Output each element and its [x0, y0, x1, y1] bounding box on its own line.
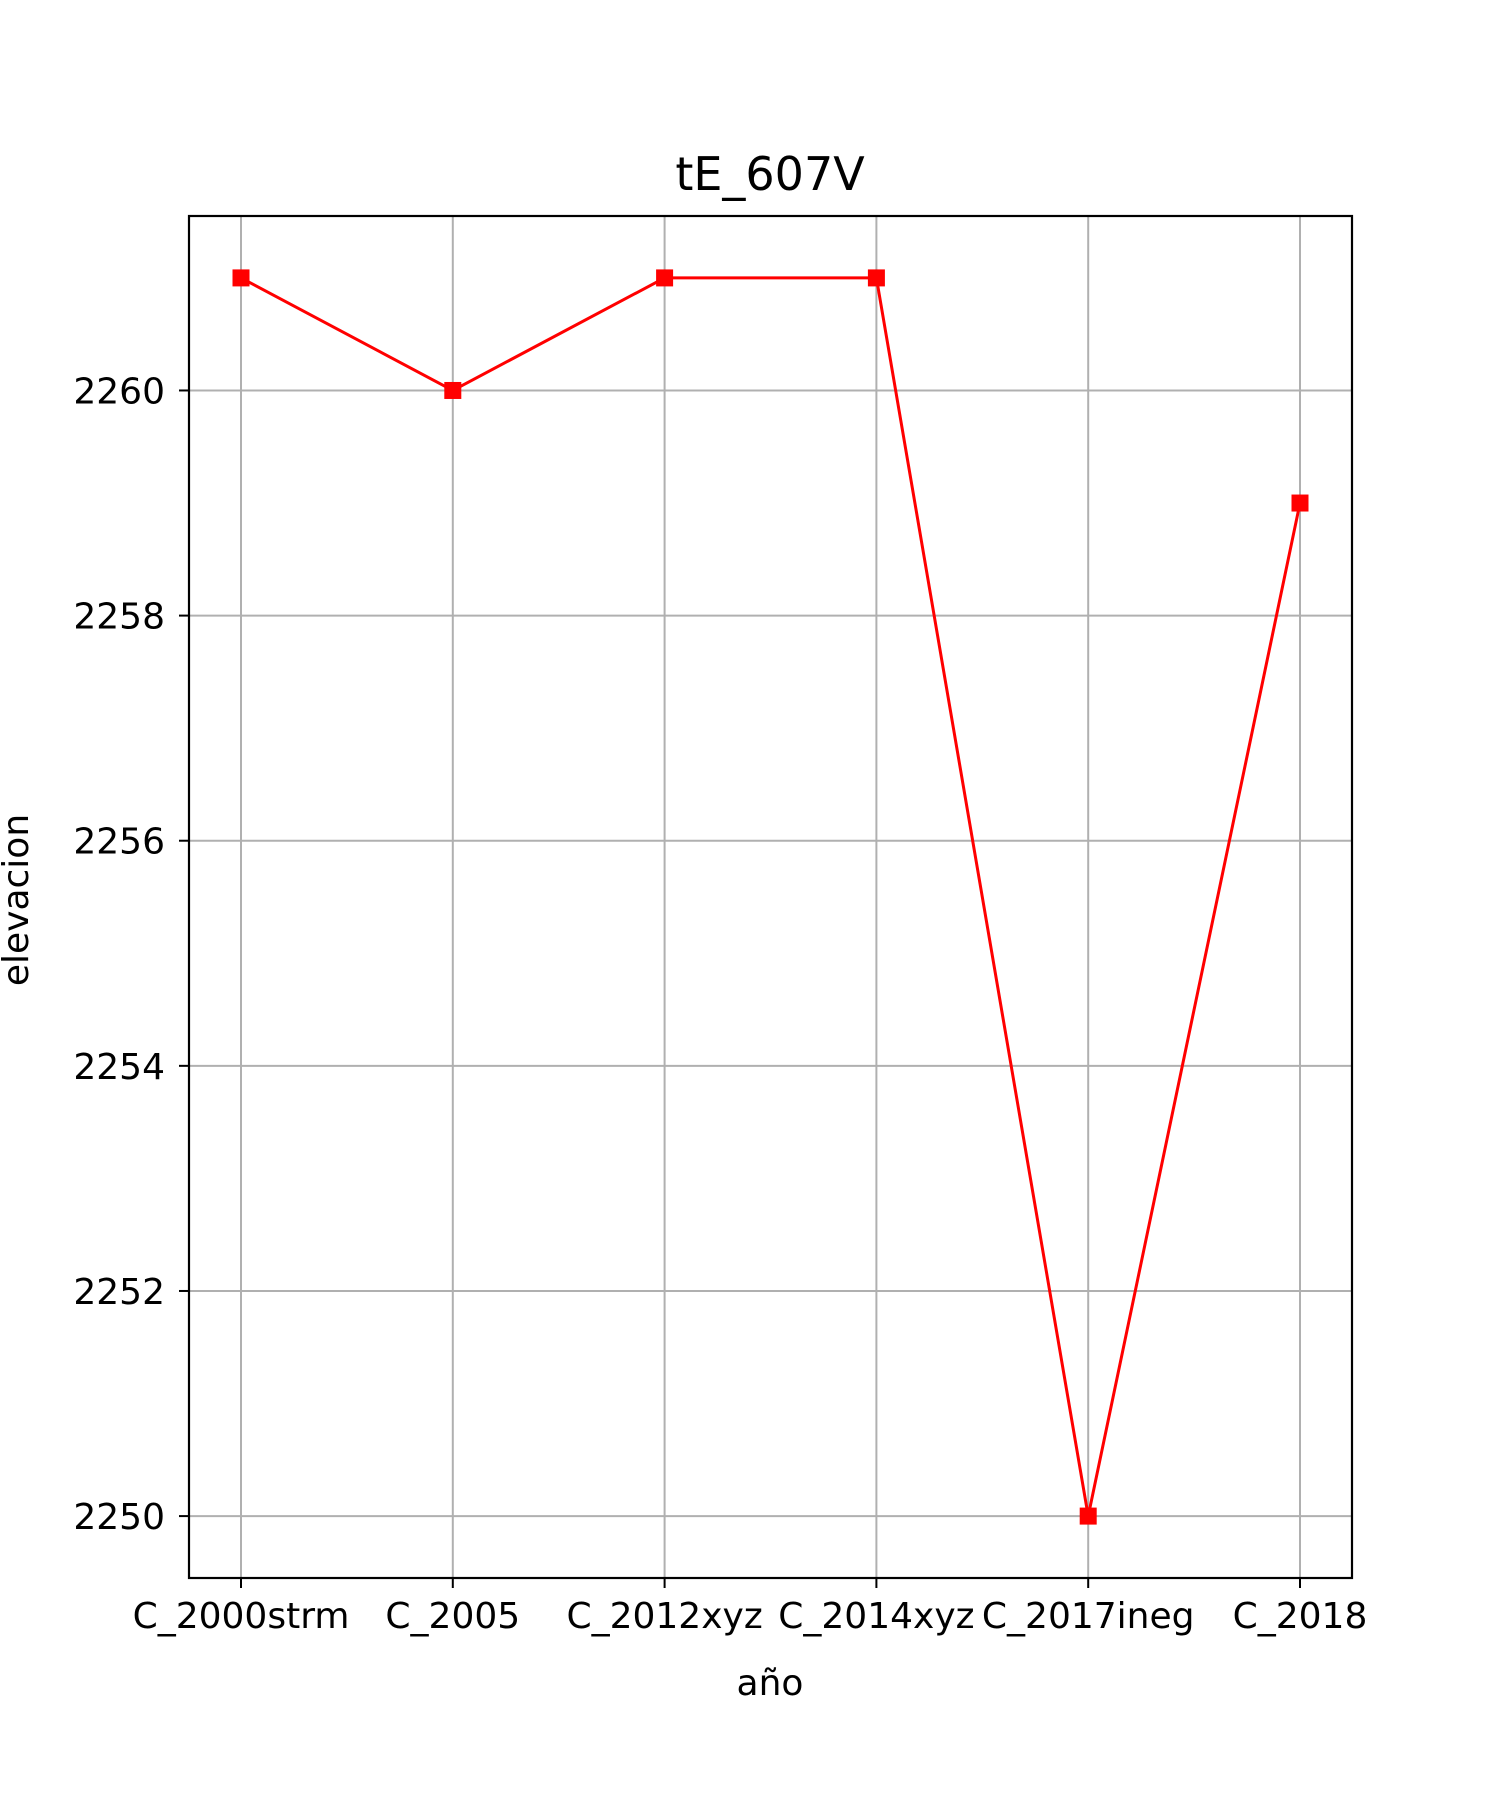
- series-line: [240, 276, 1302, 1517]
- y-tick-label: 2250: [73, 1497, 165, 1538]
- data-point-marker: [1079, 1507, 1097, 1525]
- y-axis-label: elevacion: [0, 814, 37, 986]
- data-point-marker: [232, 269, 250, 287]
- x-axis-label: año: [737, 1663, 804, 1704]
- data-point-marker: [1291, 494, 1309, 512]
- plot-area-frame: [187, 214, 1354, 1580]
- x-axis-ticks: C_2000strm C_2005 C_2012xyz C_2014xyz C_2017…: [133, 1578, 1368, 1637]
- y-axis-ticks: 2250 2252 2254 2256 2258 2260: [73, 371, 189, 1538]
- y-tick-label: 2254: [73, 1047, 165, 1088]
- y-tick-label: 2252: [73, 1272, 165, 1313]
- x-tick-label: C_2018: [1233, 1596, 1368, 1637]
- grid-lines: [189, 216, 1352, 1578]
- data-point-marker: [444, 381, 462, 399]
- x-tick-label: C_2012xyz: [566, 1596, 762, 1637]
- y-tick-label: 2260: [73, 371, 165, 412]
- chart-title: tE_607V: [675, 147, 865, 201]
- x-tick-label: C_2000strm: [133, 1596, 350, 1637]
- series-layer: [232, 269, 1309, 1525]
- y-tick-label: 2256: [73, 822, 165, 863]
- data-point-marker: [656, 269, 674, 287]
- data-point-marker: [867, 269, 885, 287]
- x-tick-label: C_2005: [385, 1596, 520, 1637]
- x-tick-label: C_2017ineg: [982, 1596, 1195, 1637]
- y-tick-label: 2258: [73, 597, 165, 638]
- x-tick-label: C_2014xyz: [778, 1596, 974, 1637]
